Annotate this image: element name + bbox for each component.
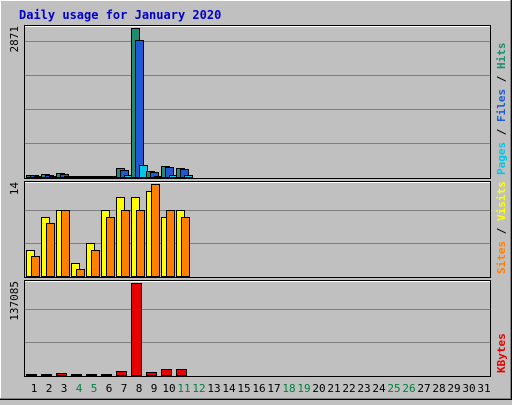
x-tick-label-30: 30 xyxy=(462,382,475,395)
axis-legend-part: Pages xyxy=(495,142,508,175)
bar-kbytes-day-3 xyxy=(56,373,67,376)
x-tick-label-31: 31 xyxy=(477,382,490,395)
x-tick-label-7: 7 xyxy=(121,382,128,395)
axis-legend-part: / xyxy=(495,122,508,142)
bar-kbytes-day-8 xyxy=(131,283,142,376)
bar-sites-day-9 xyxy=(151,184,160,277)
x-tick-label-27: 27 xyxy=(417,382,430,395)
bar-sites-day-8 xyxy=(136,210,145,277)
x-tick-label-28: 28 xyxy=(432,382,445,395)
bars xyxy=(26,184,190,277)
x-tick-label-29: 29 xyxy=(447,382,460,395)
x-tick-label-24: 24 xyxy=(372,382,386,395)
x-tick-label-18: 18 xyxy=(282,382,295,395)
bar-kbytes-day-5 xyxy=(86,374,97,376)
x-tick-label-8: 8 xyxy=(136,382,143,395)
axis-legend-part: Files xyxy=(495,89,508,122)
bar-sites-day-5 xyxy=(91,250,100,277)
bar-pages-day-11 xyxy=(184,175,193,178)
axis-legend-part: Visits xyxy=(495,181,508,221)
chart-panels: 2871 Pages / Files / Hits 14 Sites / Visits… xyxy=(8,25,508,377)
x-tick-label-3: 3 xyxy=(61,382,68,395)
bar-kbytes-day-2 xyxy=(41,374,52,376)
x-tick-label-5: 5 xyxy=(91,382,98,395)
bar-kbytes-day-1 xyxy=(26,374,37,376)
axis-legend-part: KBytes xyxy=(495,333,508,373)
x-tick-label-17: 17 xyxy=(267,382,280,395)
bar-kbytes-day-10 xyxy=(161,369,172,376)
chart-title: Daily usage for January 2020 xyxy=(19,8,221,22)
x-tick-label-9: 9 xyxy=(151,382,158,395)
x-tick-label-15: 15 xyxy=(237,382,250,395)
x-tick-label-26: 26 xyxy=(402,382,415,395)
bar-files-day-8 xyxy=(135,40,144,178)
x-tick-label-14: 14 xyxy=(222,382,236,395)
x-tick-label-19: 19 xyxy=(297,382,310,395)
axis-legend-part: Sites xyxy=(495,241,508,274)
x-tick-label-2: 2 xyxy=(46,382,53,395)
x-tick-label-21: 21 xyxy=(327,382,340,395)
x-tick-label-4: 4 xyxy=(76,382,83,395)
x-tick-label-23: 23 xyxy=(357,382,370,395)
x-tick-label-6: 6 xyxy=(106,382,113,395)
bar-kbytes-day-7 xyxy=(116,371,127,376)
panel-frame xyxy=(24,280,491,377)
axis-legend-part: Hits xyxy=(495,43,508,70)
x-tick-label-16: 16 xyxy=(252,382,265,395)
bar-sites-day-7 xyxy=(121,210,130,277)
x-tick-label-13: 13 xyxy=(207,382,220,395)
y-max-label: 137085 xyxy=(8,281,21,321)
x-axis-labels: 1 2 3 4 5 6 7 8 9 10 11 12 13 14 15 16 17 18 19 20 21 22 23 24 2… xyxy=(31,382,491,395)
bars xyxy=(26,283,187,376)
axis-legend-part: / xyxy=(495,221,508,241)
axis-legend-label: Pages / Files / Hits xyxy=(495,43,508,176)
axis-legend-label: KBytes xyxy=(495,333,508,373)
axis-legend-label: Sites / Visits xyxy=(495,181,508,274)
bar-sites-day-2 xyxy=(46,223,55,277)
y-max-label: 2871 xyxy=(8,26,21,53)
bar-sites-day-11 xyxy=(181,217,190,277)
x-tick-label-22: 22 xyxy=(342,382,355,395)
x-tick-label-20: 20 xyxy=(312,382,325,395)
x-tick-label-1: 1 xyxy=(31,382,38,395)
panel-visits-sites: 14 Sites / Visits xyxy=(8,181,508,278)
y-max-label: 14 xyxy=(8,182,21,196)
bar-kbytes-day-6 xyxy=(101,374,112,376)
bar-kbytes-day-11 xyxy=(176,369,187,376)
panel-kbytes: 137085 KBytes xyxy=(8,280,508,377)
bar-kbytes-day-9 xyxy=(146,372,157,376)
panel-frame xyxy=(24,25,491,179)
x-tick-label-10: 10 xyxy=(162,382,175,395)
bar-sites-day-1 xyxy=(31,256,40,277)
bars xyxy=(26,28,193,178)
x-tick-label-11: 11 xyxy=(177,382,190,395)
bar-sites-day-10 xyxy=(166,210,175,277)
bar-kbytes-day-4 xyxy=(71,374,82,376)
bar-sites-day-4 xyxy=(76,269,85,277)
x-tick-label-25: 25 xyxy=(387,382,400,395)
bar-sites-day-6 xyxy=(106,217,115,277)
bar-sites-day-3 xyxy=(61,210,70,277)
x-tick-label-12: 12 xyxy=(192,382,205,395)
panel-hits-files-pages: 2871 Pages / Files / Hits xyxy=(8,25,508,179)
axis-legend-part: / xyxy=(495,69,508,89)
